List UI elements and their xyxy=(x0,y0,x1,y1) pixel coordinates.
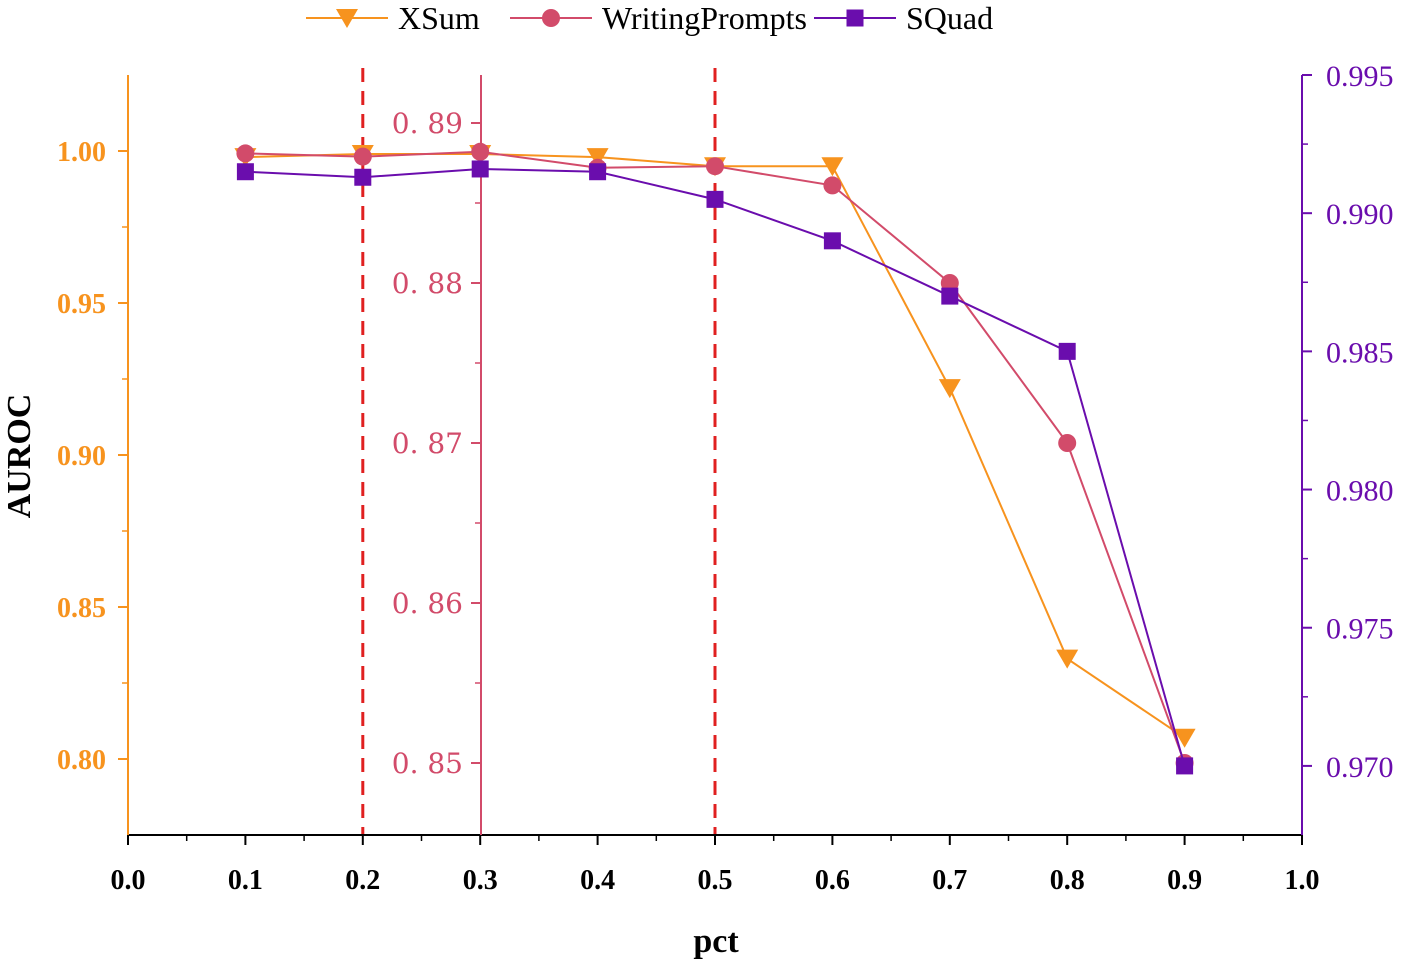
point-squad xyxy=(589,163,607,181)
middle-tick-label: 0. 89 xyxy=(392,107,463,140)
point-writingprompts xyxy=(471,142,490,161)
x-tick-label: 1.0 xyxy=(1285,865,1320,896)
right-tick-label: 0.985 xyxy=(1326,336,1394,369)
legend-item-xsum: XSum xyxy=(306,0,480,36)
x-tick-label: 0.5 xyxy=(698,865,733,896)
point-xsum xyxy=(821,157,844,177)
point-writingprompts xyxy=(823,176,842,195)
point-squad xyxy=(941,287,959,305)
legend-marker xyxy=(846,9,864,27)
y-axis-title: AUROC xyxy=(1,394,38,519)
legend-item-squad: SQuad xyxy=(814,0,993,36)
x-tick-label: 0.1 xyxy=(228,865,263,896)
point-writingprompts xyxy=(1058,434,1077,452)
middle-tick-label: 0. 87 xyxy=(392,427,463,460)
legend-marker xyxy=(542,9,560,27)
x-tick-label: 0.9 xyxy=(1167,865,1202,896)
x-axis-title: pct xyxy=(693,923,739,960)
point-squad xyxy=(706,190,724,208)
x-tick-label: 0.6 xyxy=(815,865,850,896)
right-tick-label: 0.980 xyxy=(1326,475,1394,508)
legend-item-writingprompts: WritingPrompts xyxy=(510,0,807,36)
right-tick-label: 0.995 xyxy=(1326,60,1394,93)
left-tick-label: 0.90 xyxy=(57,441,106,472)
point-squad xyxy=(823,232,841,250)
middle-tick-label: 0. 85 xyxy=(392,747,463,780)
right-tick-label: 0.990 xyxy=(1326,198,1394,231)
legend-label: XSum xyxy=(398,0,480,36)
point-xsum xyxy=(938,379,961,399)
point-xsum xyxy=(586,148,609,168)
right-tick-label: 0.975 xyxy=(1326,613,1394,646)
x-tick-label: 0.0 xyxy=(111,865,146,896)
point-xsum xyxy=(1173,728,1196,748)
x-tick-label: 0.8 xyxy=(1050,865,1085,896)
point-xsum xyxy=(1056,649,1079,669)
left-tick-label: 0.85 xyxy=(57,593,106,624)
x-tick-label: 0.4 xyxy=(580,865,615,896)
legend: XSum WritingPrompts SQuad xyxy=(306,0,993,36)
legend-label: SQuad xyxy=(906,0,993,36)
legend-label: WritingPrompts xyxy=(602,0,807,36)
series-squad xyxy=(236,160,1194,775)
point-squad xyxy=(236,163,254,181)
point-squad xyxy=(1176,757,1194,775)
left-tick-label: 0.80 xyxy=(57,745,106,776)
left-tick-label: 1.00 xyxy=(57,137,106,168)
point-writingprompts xyxy=(236,144,255,163)
axes: 0.0 0.1 0.2 0.3 0.4 0.5 0.6 0.7 0.8 0.9 1.0 1.00 0.9… xyxy=(57,60,1394,896)
x-tick-label: 0.7 xyxy=(932,865,967,896)
x-tick-label: 0.2 xyxy=(345,865,380,896)
left-tick-label: 0.95 xyxy=(57,289,106,320)
middle-tick-label: 0. 86 xyxy=(392,587,463,620)
right-tick-label: 0.970 xyxy=(1326,751,1394,784)
series-group xyxy=(234,142,1196,775)
middle-tick-label: 0. 88 xyxy=(392,267,463,300)
point-writingprompts xyxy=(706,157,724,176)
point-squad xyxy=(1058,342,1076,360)
point-squad xyxy=(354,168,372,186)
point-writingprompts xyxy=(353,147,372,166)
legend-marker xyxy=(336,9,358,28)
x-tick-label: 0.3 xyxy=(463,865,498,896)
point-squad xyxy=(471,160,489,178)
point-writingprompts xyxy=(940,274,959,292)
